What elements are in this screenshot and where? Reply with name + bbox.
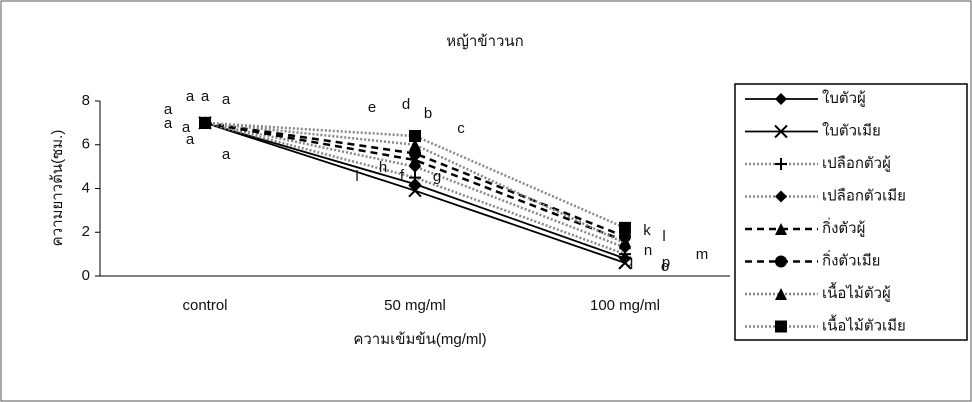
y-tick-label: 0	[82, 267, 90, 284]
x-axis-label: ความเข้มข้น(mg/ml)	[353, 331, 486, 348]
annotation: m	[696, 246, 709, 263]
annotation: e	[368, 99, 376, 116]
annotation: i	[355, 168, 358, 185]
x-tick-label: 100 mg/ml	[590, 297, 660, 314]
legend-label: กิ่งตัวเมีย	[822, 249, 880, 269]
annotation: p	[662, 254, 670, 271]
chart-title: หญ้าข้าวนก	[446, 33, 524, 50]
chart: หญ้าข้าวนก ความเข้มข้น(mg/ml) ความยาวต้น…	[0, 0, 972, 402]
annotation: j	[627, 222, 631, 239]
marker	[775, 256, 787, 268]
annotation: a	[164, 115, 173, 132]
annotation: a	[222, 91, 231, 108]
annotation: b	[424, 105, 432, 122]
legend-label: ใบตัวผู้	[822, 89, 866, 107]
x-tick-label: 50 mg/ml	[384, 297, 446, 314]
marker	[409, 130, 421, 142]
annotation: a	[201, 88, 210, 105]
y-tick-label: 8	[82, 92, 90, 109]
annotation: a	[222, 146, 231, 163]
y-tick-label: 4	[82, 179, 90, 196]
marker	[199, 117, 211, 129]
y-tick-label: 6	[82, 136, 90, 153]
annotation: d	[402, 96, 410, 113]
y-tick-label: 2	[82, 223, 90, 240]
annotation: l	[662, 228, 665, 245]
legend-label: เนื้อไม้ตัวผู้	[822, 282, 891, 302]
annotation: a	[186, 131, 195, 148]
legend-label: เนื้อไม้ตัวเมีย	[822, 314, 906, 334]
marker	[775, 321, 787, 333]
legend-label: ใบตัวเมีย	[822, 121, 881, 139]
annotation: a	[186, 88, 195, 105]
legend-label: กิ่งตัวผู้	[822, 217, 865, 237]
annotation: k	[643, 222, 651, 239]
legend-label: เปลือกตัวเมีย	[822, 187, 906, 204]
x-tick-label: control	[182, 297, 227, 314]
annotation: c	[457, 120, 465, 137]
y-axis-label: ความยาวต้น(ซม.)	[49, 130, 66, 247]
annotation: q	[625, 253, 633, 270]
annotation: h	[379, 159, 387, 176]
annotation: n	[644, 242, 652, 259]
legend-label: เปลือกตัวผู้	[822, 155, 891, 172]
annotation: g	[433, 168, 441, 185]
